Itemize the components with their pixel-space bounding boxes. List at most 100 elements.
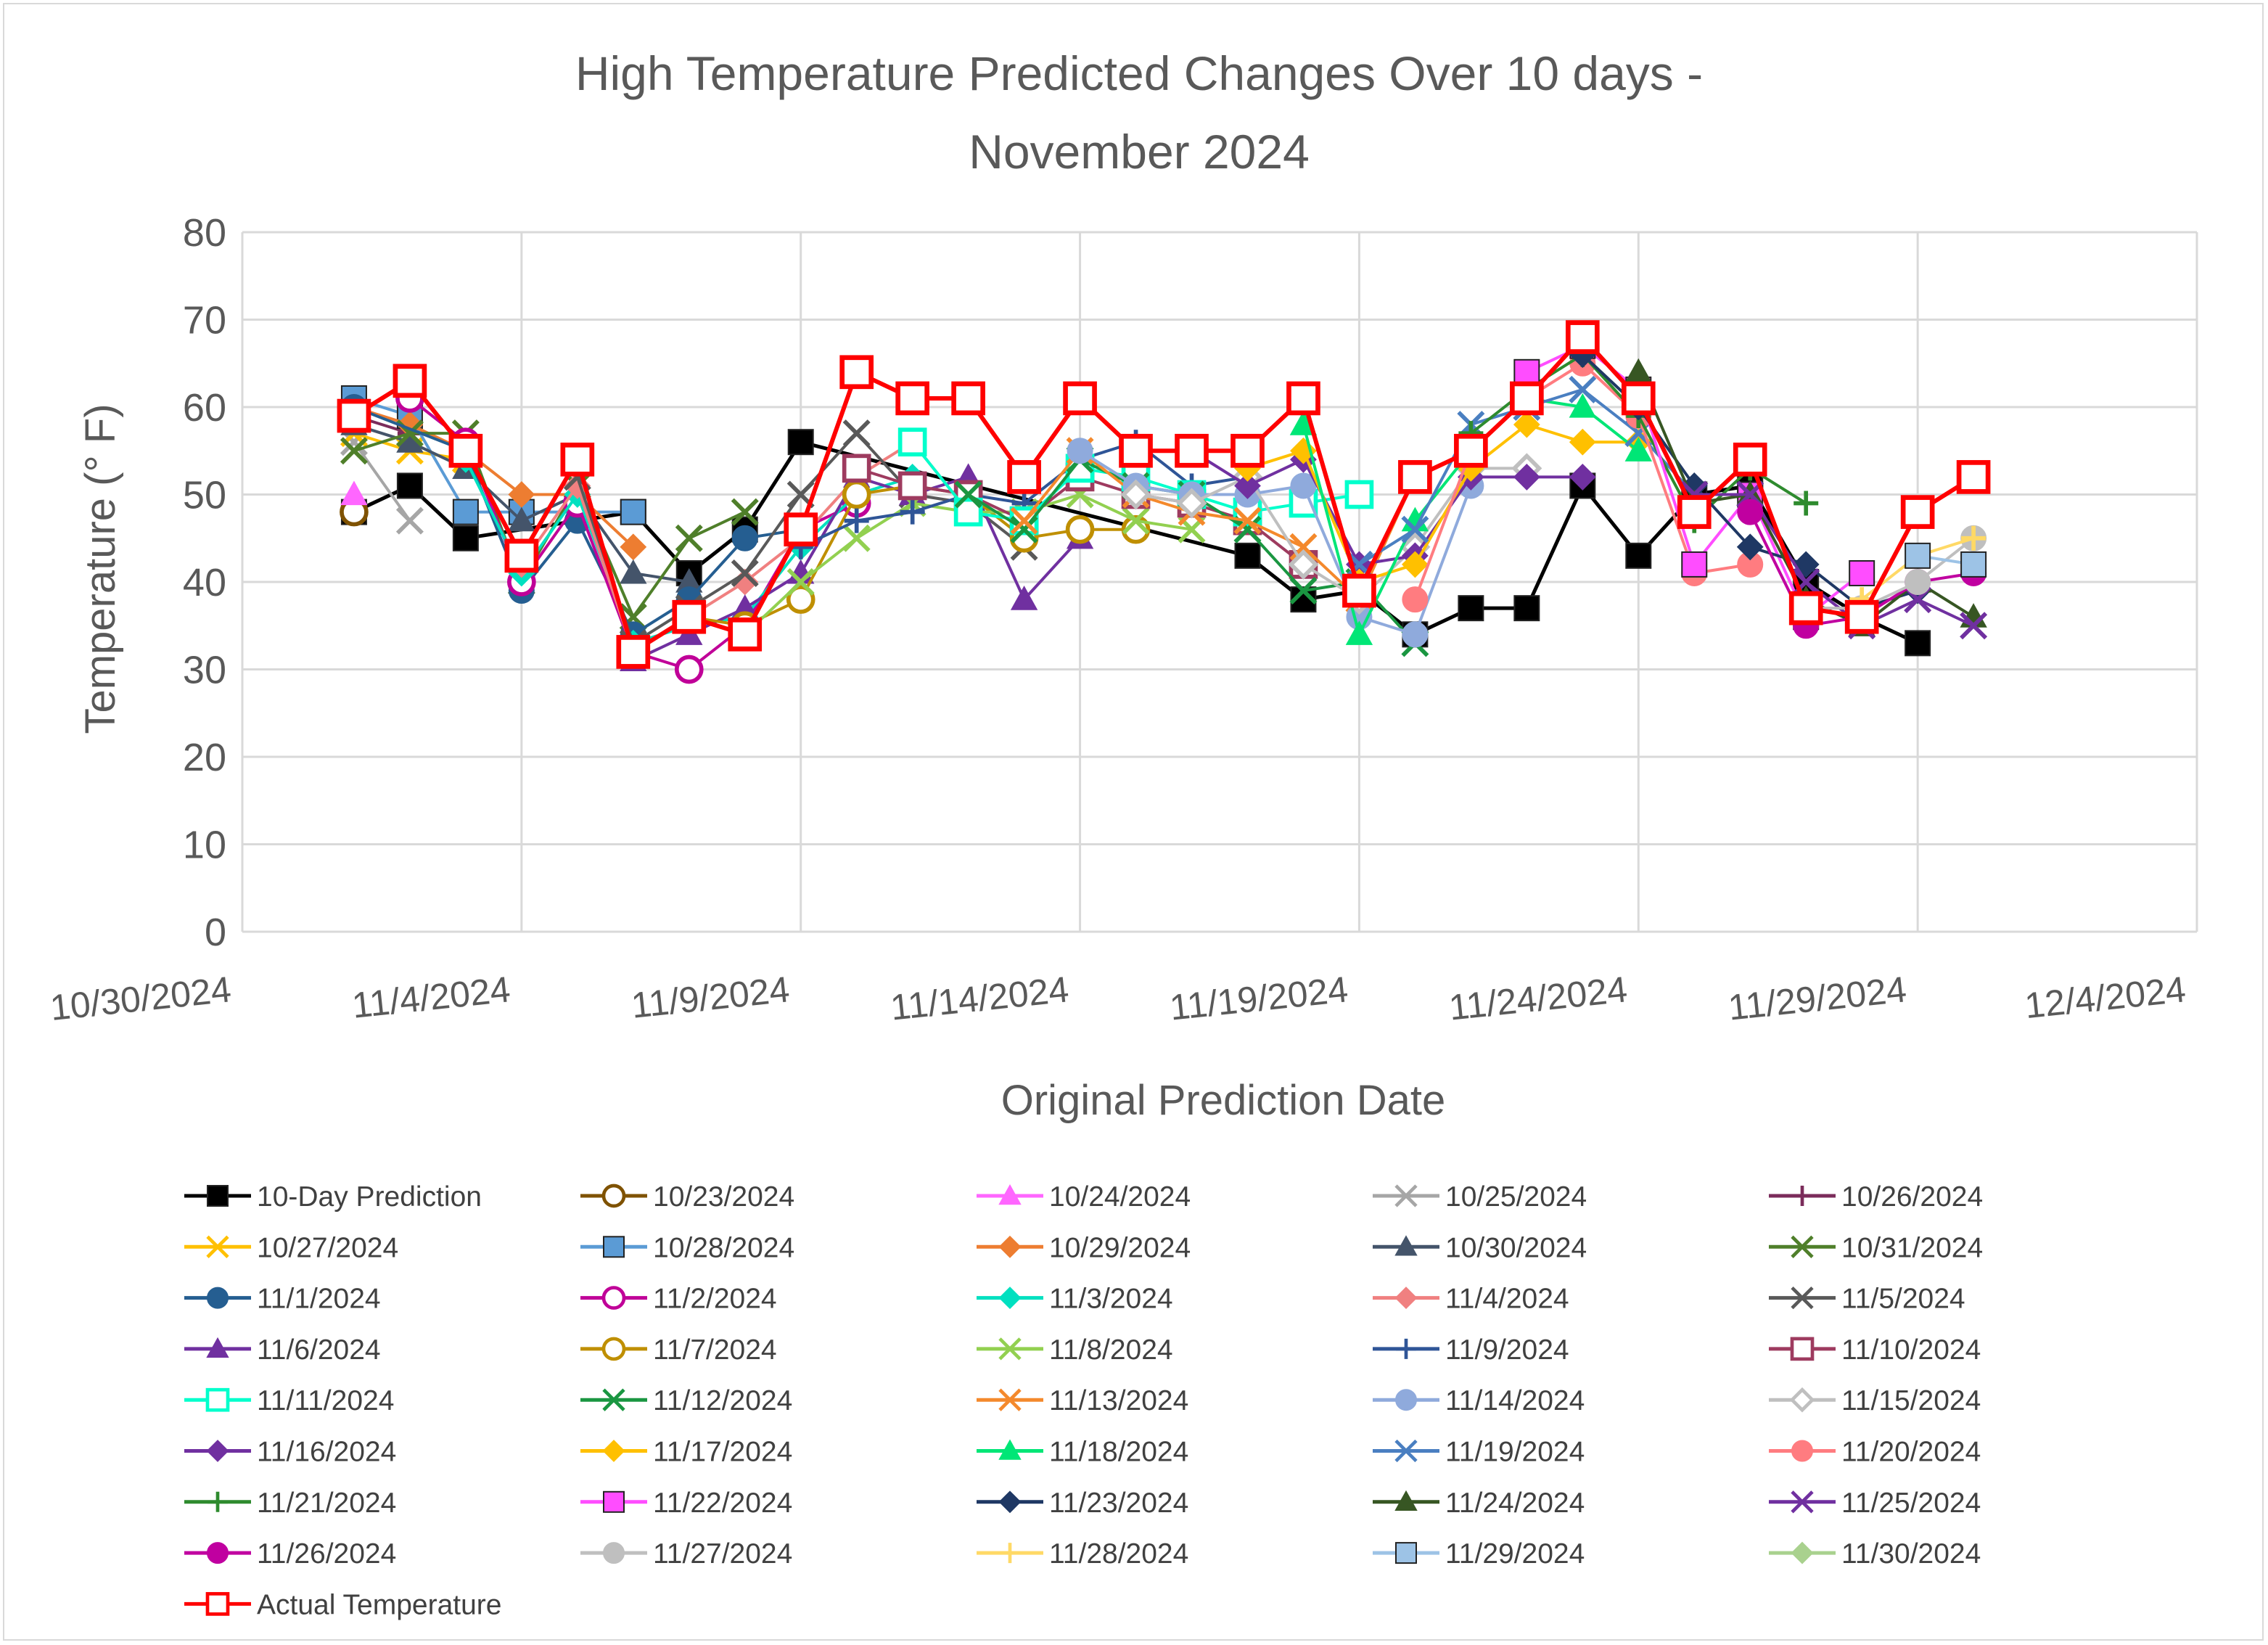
marker: [1065, 514, 1095, 544]
y-axis-ticks: 0 10 20 30 40 50 60 70 80: [183, 211, 226, 954]
marker: [731, 559, 759, 587]
chart-title-line-1: High Temperature Predicted Changes Over …: [575, 46, 1703, 100]
series-38: [1905, 542, 1987, 578]
legend-label: 11/30/2024: [1841, 1538, 1981, 1570]
legend-entry: 11/28/2024: [977, 1538, 1188, 1570]
marker: [1402, 621, 1429, 648]
chart-svg: High Temperature Predicted Changes Over …: [48, 46, 2198, 1620]
legend-label: 10/30/2024: [1445, 1232, 1587, 1263]
marker: [1010, 586, 1038, 610]
marker: [337, 398, 371, 433]
marker: [620, 499, 646, 525]
legend-label: 11/2/2024: [653, 1284, 777, 1315]
legend-entry: 11/9/2024: [1373, 1334, 1569, 1366]
legend-label: 11/10/2024: [1841, 1334, 1981, 1366]
legend-label: 10/28/2024: [653, 1232, 794, 1263]
marker: [340, 437, 368, 465]
marker: [897, 427, 927, 457]
marker: [842, 524, 871, 552]
x-tick-label: 11/24/2024: [1447, 969, 1629, 1027]
marker: [1290, 472, 1317, 499]
marker: [1677, 495, 1712, 529]
y-tick-label: 70: [183, 299, 226, 342]
marker: [1395, 1542, 1417, 1564]
legend-label: 10-Day Prediction: [257, 1181, 482, 1213]
legend-entry: 11/1/2024: [184, 1284, 381, 1315]
marker: [1122, 506, 1150, 535]
marker: [784, 512, 818, 547]
marker: [1513, 463, 1540, 491]
marker: [602, 1388, 625, 1411]
marker: [998, 1184, 1022, 1205]
marker: [844, 508, 869, 533]
y-tick-label: 60: [183, 386, 226, 430]
marker: [1342, 573, 1376, 608]
marker: [1230, 433, 1265, 468]
legend-entry: 11/23/2024: [977, 1488, 1188, 1519]
marker: [1736, 533, 1764, 561]
legend-label: 11/23/2024: [1049, 1488, 1188, 1519]
legend-label: 11/22/2024: [653, 1488, 792, 1519]
marker: [396, 472, 423, 499]
legend-entry: 11/22/2024: [580, 1488, 792, 1519]
x-tick-label: 11/14/2024: [889, 969, 1071, 1027]
marker: [1621, 381, 1656, 416]
marker: [1010, 515, 1038, 543]
marker: [1395, 1389, 1417, 1411]
legend-entry: 11/29/2024: [1373, 1538, 1585, 1570]
legend-entry: 11/27/2024: [580, 1538, 792, 1570]
marker: [206, 1235, 229, 1258]
marker: [452, 525, 479, 551]
marker: [1513, 595, 1540, 622]
marker: [842, 419, 871, 448]
legend: 10-Day Prediction 10/23/2024 10/24/2024 10/…: [184, 1181, 1983, 1620]
legend-label: 10/24/2024: [1049, 1181, 1191, 1213]
marker: [206, 1337, 229, 1358]
legend-label: Actual Temperature: [257, 1589, 501, 1620]
x-tick-label: 11/4/2024: [350, 969, 512, 1026]
marker: [998, 1235, 1022, 1258]
marker: [1289, 533, 1318, 561]
chart-title-line-2: November 2024: [969, 125, 1310, 179]
marker: [1569, 393, 1597, 418]
marker: [1565, 320, 1600, 354]
marker: [674, 655, 704, 684]
legend-label: 10/26/2024: [1841, 1181, 1983, 1213]
marker: [1960, 551, 1987, 578]
marker: [1733, 442, 1767, 477]
legend-entry: 10/25/2024: [1373, 1181, 1587, 1213]
marker: [1849, 559, 1875, 586]
marker: [1905, 542, 1931, 569]
marker: [1288, 549, 1319, 580]
legend-label: 11/17/2024: [653, 1437, 792, 1468]
marker: [1791, 1490, 1814, 1514]
legend-label: 11/26/2024: [257, 1538, 396, 1570]
marker: [1402, 586, 1429, 613]
legend-entry: 10/24/2024: [977, 1181, 1191, 1213]
marker: [951, 381, 985, 416]
legend-label: 11/6/2024: [257, 1334, 381, 1366]
legend-label: 10/27/2024: [257, 1232, 398, 1263]
marker: [675, 524, 703, 552]
legend-label: 11/28/2024: [1049, 1538, 1188, 1570]
marker: [895, 381, 929, 416]
legend-entry: 11/14/2024: [1373, 1385, 1585, 1416]
legend-label: 11/3/2024: [1049, 1284, 1173, 1315]
legend-entry: 11/16/2024: [184, 1437, 396, 1468]
legend-entry: 10/29/2024: [977, 1232, 1191, 1263]
legend-entry: 11/17/2024: [580, 1437, 792, 1468]
marker: [206, 1440, 229, 1462]
y-tick-label: 0: [205, 911, 226, 954]
legend-entry: 10/31/2024: [1769, 1232, 1983, 1263]
marker: [1344, 480, 1374, 509]
legend-entry: 11/15/2024: [1769, 1385, 1981, 1416]
legend-entry: 11/13/2024: [977, 1385, 1188, 1416]
y-tick-label: 20: [183, 736, 226, 779]
legend-label: 11/18/2024: [1049, 1437, 1188, 1468]
legend-entry: 11/19/2024: [1373, 1437, 1585, 1468]
legend-entry: 11/25/2024: [1769, 1488, 1981, 1519]
marker: [395, 506, 424, 535]
marker: [603, 1236, 625, 1258]
marker: [452, 499, 479, 525]
x-tick-label: 10/30/2024: [48, 969, 233, 1028]
